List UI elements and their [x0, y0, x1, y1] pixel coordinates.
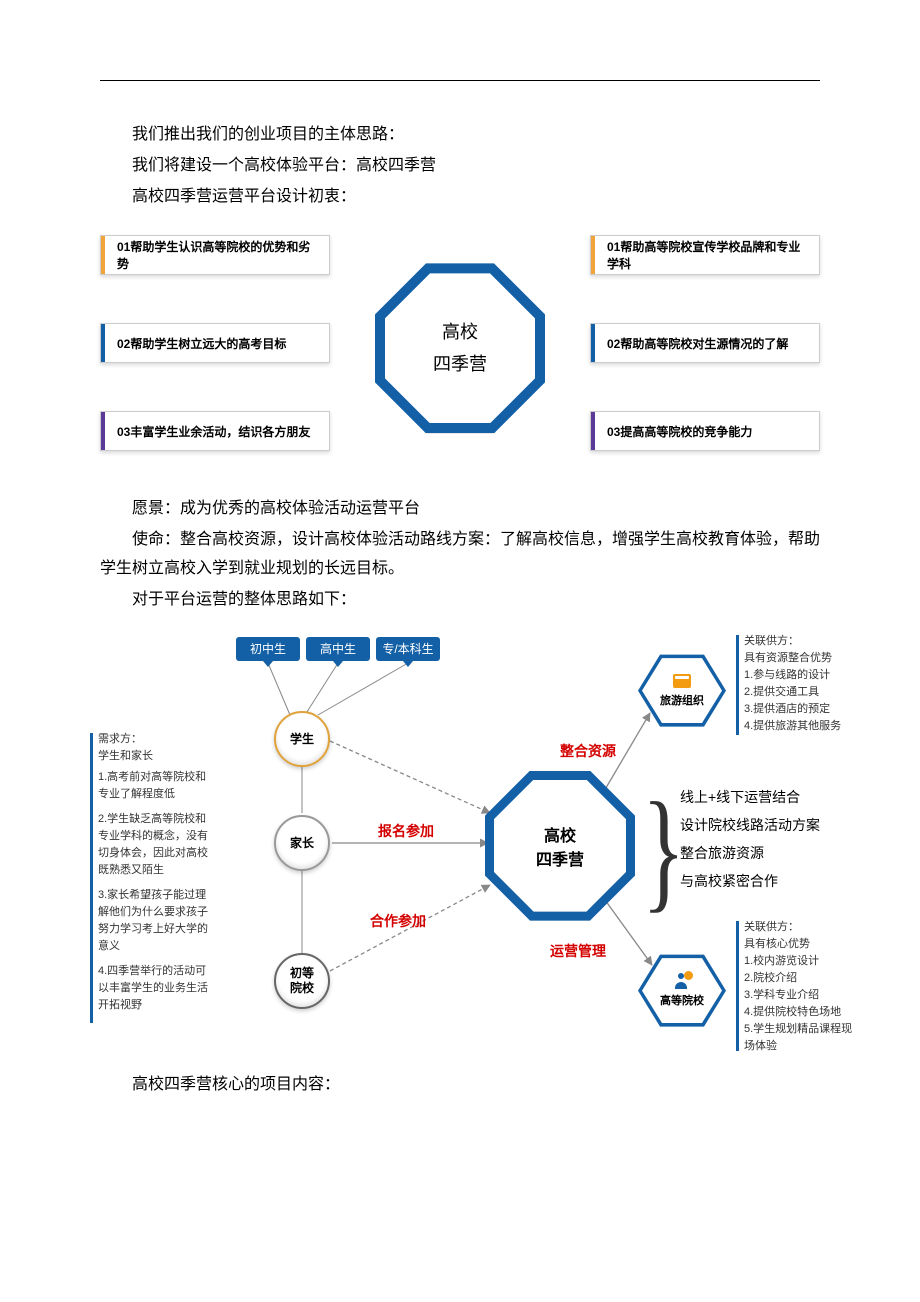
node-parent: 家长 — [274, 815, 330, 871]
left-note-i4: 4.四季营举行的活动可以丰富学生的业务生活开拓视野 — [98, 963, 208, 1014]
platform-list: 线上+线下运营结合 设计院校线路活动方案 整合旅游资源 与高校紧密合作 — [680, 783, 820, 895]
diagram-operation-flow: 初中生 高中生 专/本科生 学生 家长 初等 院校 高校 四季营 旅游组织 高等… — [90, 623, 850, 1063]
right-bottom-note: 关联供方： 具有核心优势 1.校内游览设计 2.院校介绍 3.学科专业介绍 4.… — [744, 919, 854, 1055]
accent-bar — [591, 324, 595, 362]
rb-sub: 具有核心优势 — [744, 936, 854, 953]
person-icon — [674, 973, 690, 989]
d2-center-l1: 高校 — [544, 822, 576, 846]
left-note-i3: 3.家长希望孩子能过理解他们为什么要求孩子努力学习考上好大学的意义 — [98, 887, 208, 955]
d1-right-2: 02帮助高等院校对生源情况的了解 — [590, 323, 820, 363]
left-note-sub: 学生和家长 — [98, 748, 208, 765]
d1-left-3-text: 03丰富学生业余活动，结识各方朋友 — [117, 423, 310, 440]
d1-right-3: 03提高高等院校的竞争能力 — [590, 411, 820, 451]
rt-i2: 2.提供交通工具 — [744, 684, 854, 701]
curly-brace: } — [642, 773, 685, 928]
d1-center-l1: 高校 — [442, 316, 478, 348]
label-integrate: 整合资源 — [560, 741, 616, 761]
diagram-design-intent: 01帮助学生认识高等院校的优势和劣势 02帮助学生树立远大的高考目标 03丰富学… — [100, 223, 820, 483]
d1-right-3-text: 03提高高等院校的竞争能力 — [607, 423, 752, 440]
label-coop: 合作参加 — [370, 911, 426, 931]
left-note: 需求方： 学生和家长 1.高考前对高等院校和专业了解程度低 2.学生缺乏高等院校… — [98, 731, 208, 1015]
approach: 对于平台运营的整体思路如下： — [100, 586, 820, 615]
d1-left-3: 03丰富学生业余活动，结识各方朋友 — [100, 411, 330, 451]
plat-2: 设计院校线路活动方案 — [680, 811, 820, 839]
vision: 愿景：成为优秀的高校体验活动运营平台 — [100, 495, 820, 524]
tail-p1: 高校四季营核心的项目内容： — [100, 1071, 820, 1100]
d1-left-2-text: 02帮助学生树立远大的高考目标 — [117, 335, 286, 352]
left-note-i1: 1.高考前对高等院校和专业了解程度低 — [98, 769, 208, 803]
intro-p1: 我们推出我们的创业项目的主体思路： — [100, 121, 820, 150]
intro-p3: 高校四季营运营平台设计初衷： — [100, 183, 820, 212]
rt-i3: 3.提供酒店的预定 — [744, 701, 854, 718]
accent-bar — [101, 412, 105, 450]
label-ops: 运营管理 — [550, 941, 606, 961]
label-signup: 报名参加 — [378, 821, 434, 841]
rb-i2: 2.院校介绍 — [744, 970, 854, 987]
rt-i4: 4.提供旅游其他服务 — [744, 718, 854, 735]
left-note-title: 需求方： — [98, 731, 208, 748]
accent-bar — [101, 324, 105, 362]
d2-center-inner: 高校 四季营 — [494, 780, 626, 912]
plat-4: 与高校紧密合作 — [680, 867, 820, 895]
rb-i3: 3.学科专业介绍 — [744, 987, 854, 1004]
rb-title: 关联供方： — [744, 919, 854, 936]
hex-univ-label: 高等院校 — [660, 992, 704, 1008]
left-note-i2: 2.学生缺乏高等院校和专业学科的概念，没有切身体会，因此对高校既熟悉又陌生 — [98, 811, 208, 879]
rt-i1: 1.参与线路的设计 — [744, 667, 854, 684]
mission: 使命：整合高校资源，设计高校体验活动路线方案：了解高校信息，增强学生高校教育体验… — [100, 526, 820, 584]
left-note-bar — [90, 733, 93, 1023]
node-junior-school: 初等 院校 — [274, 953, 330, 1009]
d1-center-inner: 高校 四季营 — [385, 273, 535, 423]
right-top-note-bar — [736, 635, 739, 735]
d1-right-1: 01帮助高等院校宣传学校品牌和专业学科 — [590, 235, 820, 275]
rb-i4: 4.提供院校特色场地 — [744, 1004, 854, 1021]
d1-left-2: 02帮助学生树立远大的高考目标 — [100, 323, 330, 363]
accent-bar — [591, 236, 595, 274]
d1-right-1-text: 01帮助高等院校宣传学校品牌和专业学科 — [607, 238, 811, 272]
rt-sub: 具有资源整合优势 — [744, 650, 854, 667]
tag-junior-high: 初中生 — [236, 637, 300, 661]
plat-3: 整合旅游资源 — [680, 839, 820, 867]
accent-bar — [591, 412, 595, 450]
d1-center-octagon: 高校 四季营 — [375, 263, 545, 433]
tag-college: 专/本科生 — [376, 637, 440, 661]
intro-p2: 我们将建设一个高校体验平台：高校四季营 — [100, 152, 820, 181]
right-top-note: 关联供方： 具有资源整合优势 1.参与线路的设计 2.提供交通工具 3.提供酒店… — [744, 633, 854, 735]
tag-senior-high: 高中生 — [306, 637, 370, 661]
hex-tour-label: 旅游组织 — [660, 692, 704, 708]
d1-left-1-text: 01帮助学生认识高等院校的优势和劣势 — [117, 238, 321, 272]
rb-i5: 5.学生规划精品课程现场体验 — [744, 1021, 854, 1055]
rb-i1: 1.校内游览设计 — [744, 953, 854, 970]
d1-center-l2: 四季营 — [433, 348, 487, 380]
accent-bar — [101, 236, 105, 274]
rt-title: 关联供方： — [744, 633, 854, 650]
page-top-rule — [100, 80, 820, 81]
d2-center-octagon: 高校 四季营 — [485, 771, 635, 921]
d1-left-1: 01帮助学生认识高等院校的优势和劣势 — [100, 235, 330, 275]
hex-university: 高等院校 — [638, 951, 726, 1031]
node-student: 学生 — [274, 711, 330, 767]
right-bottom-note-bar — [736, 921, 739, 1051]
d1-right-2-text: 02帮助高等院校对生源情况的了解 — [607, 335, 788, 352]
hex-tour-org: 旅游组织 — [638, 651, 726, 731]
calendar-icon — [673, 674, 691, 688]
plat-1: 线上+线下运营结合 — [680, 783, 820, 811]
d2-center-l2: 四季营 — [536, 846, 584, 870]
gear-icon — [684, 971, 693, 980]
